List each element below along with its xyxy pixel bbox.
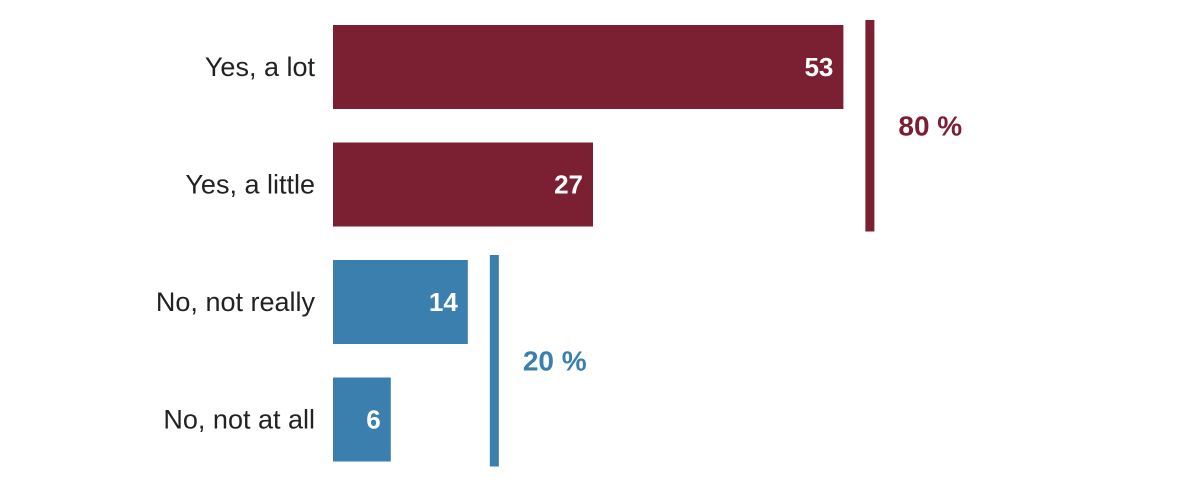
group-brackets: 80 % 20 % <box>489 20 962 467</box>
value-label-yes-a-lot: 53 <box>804 52 833 82</box>
bar-no-not-really <box>333 260 468 344</box>
value-label-yes-a-little: 27 <box>554 170 583 200</box>
value-label-no-not-at-all: 6 <box>366 405 380 435</box>
bar-yes-a-lot <box>333 25 844 109</box>
bar-no-not-at-all <box>333 377 391 462</box>
category-label-yes-a-lot: Yes, a lot <box>205 52 316 82</box>
group-bracket-20 <box>489 255 499 467</box>
category-label-yes-a-little: Yes, a little <box>185 170 315 200</box>
bar-yes-a-little <box>333 142 594 227</box>
category-label-no-not-really: No, not really <box>156 287 316 317</box>
group-total-label-20: 20 % <box>523 345 587 376</box>
value-label-no-not-really: 14 <box>429 287 458 317</box>
bars: Yes, a lot 53 Yes, a little 27 No, not reall… <box>156 25 844 462</box>
category-label-no-not-at-all: No, not at all <box>163 405 315 435</box>
group-total-label-80: 80 % <box>898 110 962 141</box>
group-bracket-80 <box>865 20 875 232</box>
